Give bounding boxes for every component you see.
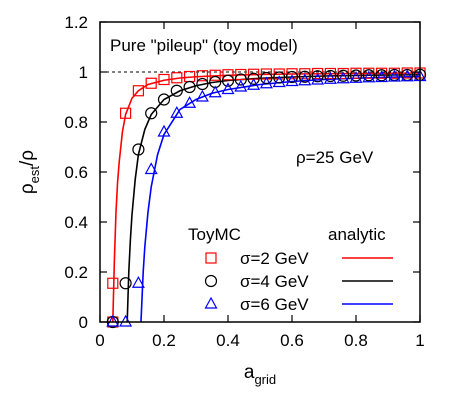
toymc-point bbox=[324, 69, 337, 83]
toymc-point bbox=[234, 73, 247, 86]
legend: ToyMC analytic σ=2 GeV σ=4 GeV σ=6 GeV bbox=[188, 225, 393, 314]
x-tick-label: 0 bbox=[95, 331, 104, 350]
toymc-point bbox=[208, 85, 222, 98]
toymc-point bbox=[247, 78, 261, 90]
legend-marker-circle bbox=[204, 274, 218, 288]
legend-marker-triangle bbox=[204, 296, 218, 309]
toymc-point bbox=[183, 96, 197, 108]
toymc-series-triangle bbox=[106, 69, 427, 327]
toymc-point bbox=[400, 69, 414, 82]
toymc-point bbox=[247, 72, 260, 85]
y-tick-label: 1.2 bbox=[64, 13, 88, 32]
toymc-point bbox=[106, 314, 120, 327]
toymc-point bbox=[298, 73, 312, 86]
toymc-point bbox=[171, 72, 183, 84]
toymc-point bbox=[221, 74, 235, 87]
y-axis-title: ρest/ρ bbox=[17, 150, 42, 194]
toymc-point bbox=[336, 71, 350, 84]
y-axis-title-main: ρ bbox=[17, 183, 38, 194]
x-tick-label: 0.8 bbox=[344, 331, 368, 350]
toymc-point bbox=[196, 77, 209, 91]
chart-title: Pure "pileup" (toy model) bbox=[110, 36, 298, 55]
toymc-point bbox=[157, 93, 171, 106]
toymc-point bbox=[107, 277, 119, 289]
legend-header-toymc: ToyMC bbox=[188, 225, 241, 244]
y-axis-title-tail: /ρ bbox=[17, 150, 38, 166]
legend-label: σ=6 GeV bbox=[240, 295, 309, 314]
toymc-point bbox=[222, 69, 234, 81]
x-tick-label: 0.4 bbox=[216, 331, 240, 350]
toymc-point bbox=[349, 69, 363, 82]
toymc-point bbox=[234, 79, 248, 92]
y-tick-label: 1 bbox=[79, 63, 88, 82]
toymc-point bbox=[132, 85, 144, 97]
toymc-point bbox=[259, 76, 273, 89]
legend-label: σ=2 GeV bbox=[240, 249, 309, 268]
toymc-point bbox=[144, 162, 158, 175]
toymc-point bbox=[145, 107, 158, 120]
y-axis-title-sub: est bbox=[27, 166, 42, 184]
toymc-point bbox=[119, 277, 132, 290]
y-tick-label: 0.6 bbox=[64, 163, 88, 182]
toymc-point bbox=[170, 84, 183, 97]
toymc-point bbox=[362, 70, 376, 83]
rho-annotation: ρ=25 GeV bbox=[296, 148, 374, 167]
toymc-point bbox=[285, 70, 299, 84]
y-tick-label: 0.4 bbox=[64, 213, 88, 232]
analytic-curve-circle bbox=[126, 73, 420, 322]
toymc-point bbox=[196, 70, 208, 82]
toymc-point bbox=[260, 71, 273, 85]
toymc-point bbox=[375, 70, 389, 83]
y-axis-ticks: 0 0.2 0.4 0.6 0.8 1 1.2 bbox=[64, 13, 420, 332]
toymc-point bbox=[183, 80, 196, 94]
toymc-point bbox=[145, 77, 157, 89]
toymc-point bbox=[298, 70, 311, 83]
toymc-point bbox=[362, 69, 375, 82]
y-tick-label: 0 bbox=[79, 313, 88, 332]
toymc-point bbox=[273, 71, 286, 84]
toymc-point bbox=[195, 89, 209, 102]
toymc-point bbox=[209, 69, 221, 81]
toymc-point bbox=[221, 82, 235, 95]
toymc-point bbox=[131, 276, 145, 288]
toymc-point bbox=[132, 143, 145, 156]
toymc-point bbox=[158, 73, 170, 86]
x-tick-label: 0.6 bbox=[280, 331, 304, 350]
x-axis-title-sub: grid bbox=[254, 372, 276, 387]
x-axis-title-main: a bbox=[244, 362, 255, 383]
toymc-point bbox=[337, 69, 350, 82]
toymc-point bbox=[272, 75, 286, 88]
legend-header-analytic: analytic bbox=[328, 225, 386, 244]
toymc-point bbox=[323, 72, 337, 84]
y-tick-label: 0.2 bbox=[64, 263, 88, 282]
x-tick-label: 1 bbox=[415, 331, 424, 350]
x-axis-ticks: 0 0.2 0.4 0.6 0.8 1 bbox=[95, 22, 425, 350]
toymc-point bbox=[273, 68, 285, 80]
toymc-point bbox=[349, 71, 363, 83]
toymc-point bbox=[170, 106, 184, 118]
legend-label: σ=4 GeV bbox=[240, 272, 309, 291]
toymc-point bbox=[387, 69, 401, 82]
y-tick-label: 0.8 bbox=[64, 113, 88, 132]
toymc-point bbox=[375, 69, 388, 82]
toymc-point bbox=[285, 74, 299, 87]
toymc-point bbox=[311, 72, 325, 85]
toymc-point bbox=[311, 70, 324, 83]
x-tick-label: 0.2 bbox=[152, 331, 176, 350]
legend-marker-square bbox=[205, 252, 217, 264]
toymc-point bbox=[119, 314, 133, 327]
toymc-point bbox=[235, 68, 247, 81]
toymc-point bbox=[119, 107, 132, 119]
toymc-point bbox=[157, 124, 171, 137]
x-axis-title: agrid bbox=[244, 362, 276, 387]
toymc-point bbox=[260, 68, 272, 80]
